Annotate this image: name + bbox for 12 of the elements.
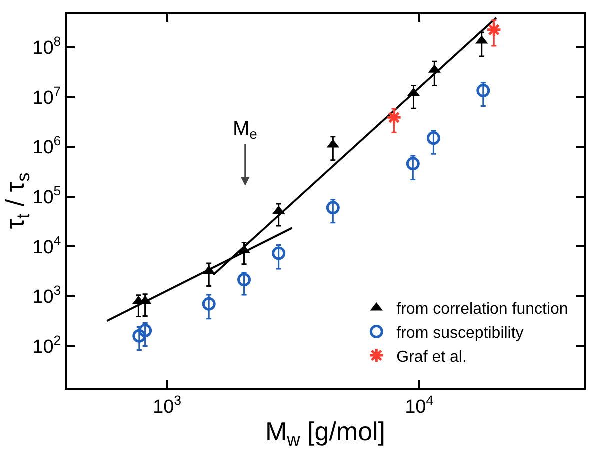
x-axis-title: M$_{w}$ [g/mol] [265,416,386,450]
legend-label: Graf et al. [396,348,467,366]
y-tick-label: 10$^{4}$ [32,233,62,258]
legend-label: from susceptibility [396,324,524,342]
y-tick-label: 10$^{7}$ [32,84,62,109]
y-tick-label: 10$^{8}$ [32,34,62,60]
y-tick-label: 10$^{3}$ [32,283,62,308]
y-tick-label: 10$^{5}$ [32,184,62,208]
legend-label: from correlation function [396,301,568,318]
annotation: M$_{e}$ [233,118,258,142]
y-tick-label: 10$^{2}$ [32,332,62,358]
y-tick-label: 10$^{6}$ [32,134,62,159]
